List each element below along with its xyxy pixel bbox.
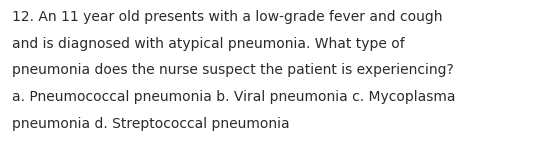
Text: 12. An 11 year old presents with a low-grade fever and cough: 12. An 11 year old presents with a low-g… (12, 10, 443, 24)
Text: and is diagnosed with atypical pneumonia. What type of: and is diagnosed with atypical pneumonia… (12, 37, 405, 51)
Text: a. Pneumococcal pneumonia b. Viral pneumonia c. Mycoplasma: a. Pneumococcal pneumonia b. Viral pneum… (12, 90, 456, 104)
Text: pneumonia d. Streptococcal pneumonia: pneumonia d. Streptococcal pneumonia (12, 117, 290, 131)
Text: pneumonia does the nurse suspect the patient is experiencing?: pneumonia does the nurse suspect the pat… (12, 63, 454, 77)
